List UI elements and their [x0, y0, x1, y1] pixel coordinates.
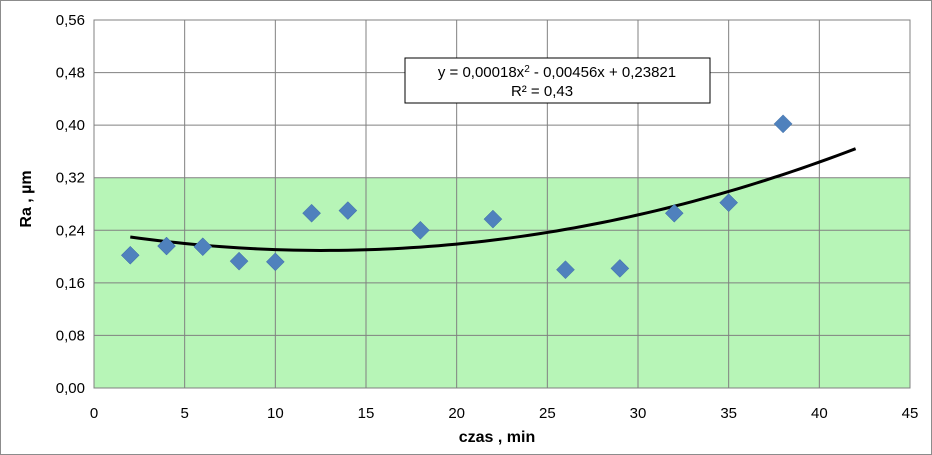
data-point [193, 237, 213, 257]
x-tick-label: 45 [902, 405, 919, 422]
y-axis-title: Ra , µm [18, 170, 35, 227]
x-axis-title: czas , min [459, 429, 535, 446]
y-tick-label: 0,00 [56, 380, 85, 397]
x-tick-label: 35 [720, 405, 737, 422]
y-tick-label: 0,48 [56, 65, 85, 82]
data-point [411, 220, 430, 240]
plot-border [93, 19, 911, 389]
x-tick-label: 15 [358, 405, 375, 422]
data-points [120, 114, 793, 280]
data-point [157, 236, 176, 256]
data-point [556, 260, 575, 280]
y-tick-label: 0,24 [56, 222, 85, 239]
data-point [229, 251, 249, 271]
data-point [719, 193, 739, 213]
data-point [610, 259, 630, 278]
data-point [664, 203, 684, 223]
x-tick-labels: 0 5 10 15 20 25 30 35 40 45 [90, 405, 919, 422]
x-tick-label: 5 [180, 405, 188, 422]
x-tick-label: 40 [811, 405, 828, 422]
trendline-equation: y = 0,00018x2 - 0,00456x + 0,23821 [438, 64, 676, 82]
x-tick-label: 20 [448, 405, 465, 422]
data-point [265, 252, 285, 272]
x-tick-label: 0 [90, 405, 98, 422]
data-point [483, 209, 503, 229]
x-tick-label: 30 [630, 405, 647, 422]
trendline [130, 147, 857, 252]
data-point [120, 245, 140, 265]
y-tick-label: 0,56 [56, 12, 85, 29]
y-tick-label: 0,16 [56, 275, 85, 292]
x-tick-label: 25 [539, 405, 556, 422]
data-point [338, 201, 358, 220]
y-tick-label: 0,08 [56, 327, 85, 344]
y-tick-labels: 0,00 0,08 0,16 0,24 0,32 0,40 0,48 0,56 [56, 12, 85, 397]
x-tick-label: 10 [267, 405, 284, 422]
r-squared-label: R² = 0,43 [511, 83, 573, 100]
trendline-equation-box: y = 0,00018x2 - 0,00456x + 0,23821 R² = … [404, 57, 711, 104]
y-tick-label: 0,32 [56, 170, 85, 187]
data-point [773, 114, 793, 134]
y-tick-label: 0,40 [56, 117, 85, 134]
data-point [302, 203, 321, 223]
